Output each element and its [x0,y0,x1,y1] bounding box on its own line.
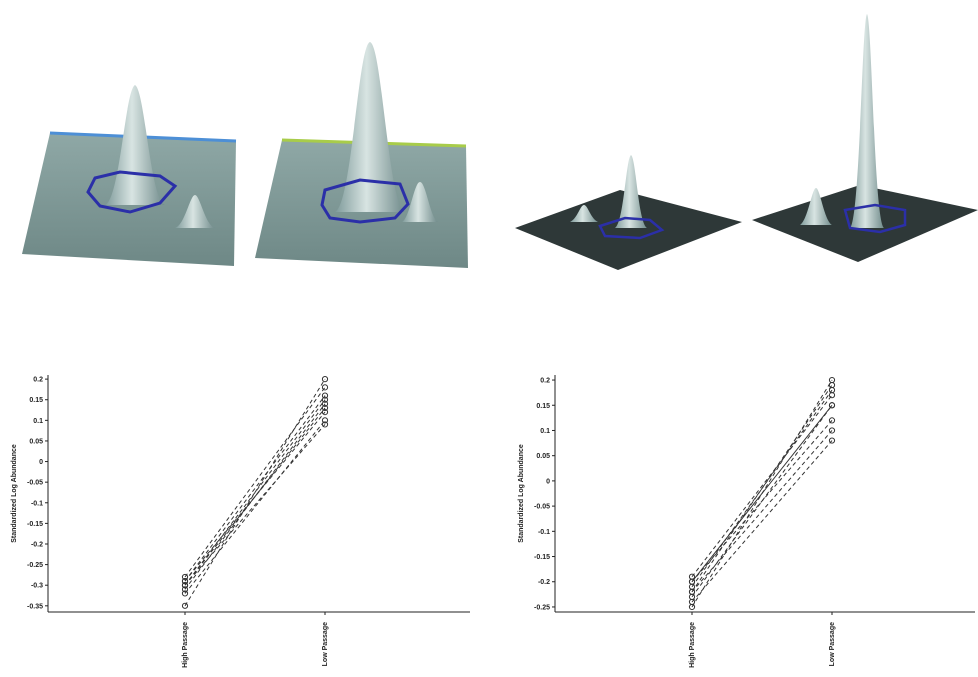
y-tick-label: -0.15 [27,521,43,528]
series-line [692,380,832,607]
y-tick-label: -0.05 [534,504,550,511]
y-tick-label: -0.1 [31,500,43,507]
y-axis-label: Standardized Log Abundance [518,444,525,543]
y-tick-label: -0.1 [538,529,550,536]
x-tick-label: Low Passage [322,622,329,666]
y-tick-label: 0.05 [536,453,550,460]
point [322,385,327,390]
x-tick-label: Low Passage [829,622,836,666]
y-tick-label: 0.15 [29,397,43,404]
series-line [185,396,325,581]
y-tick-label: -0.3 [31,583,43,590]
point [689,579,694,584]
y-tick-label: -0.2 [31,541,43,548]
series-line [185,420,325,593]
point [829,382,834,387]
series-line [185,424,325,585]
y-tick-label: 0.1 [33,418,43,425]
series-line [185,408,325,585]
y-tick-label: 0 [39,459,43,466]
peak [335,42,405,212]
y-tick-label: -0.15 [534,554,550,561]
point [689,604,694,609]
x-tick-label: High Passage [182,622,189,668]
y-tick-label: 0.05 [29,438,43,445]
series-line [185,379,325,606]
y-tick-label: -0.25 [534,604,550,611]
y-axis-label: Standardized Log Abundance [11,444,18,543]
figure: 0.2 0.15 0.1 0.05 0 -0.05 -0.1 -0.15 -0.2 -0.25 -0… [0,0,978,672]
y-tick-label: -0.35 [27,603,43,610]
y-tick-label: -0.2 [538,579,550,586]
y-tick-label: 0.1 [540,428,550,435]
point [689,589,694,594]
y-tick-label: 0.15 [536,403,550,410]
y-tick-label: 0.2 [540,378,550,385]
y-tick-label: -0.05 [27,480,43,487]
series-line [692,390,832,587]
series-line [692,441,832,602]
y-tick-label: 0.2 [33,377,43,384]
surface-plots [22,14,978,270]
y-tick-label: 0 [546,478,550,485]
point [829,393,834,398]
x-tick-label: High Passage [689,622,696,668]
y-tick-label: -0.25 [27,562,43,569]
series-line [185,387,325,577]
series-line [692,395,832,577]
